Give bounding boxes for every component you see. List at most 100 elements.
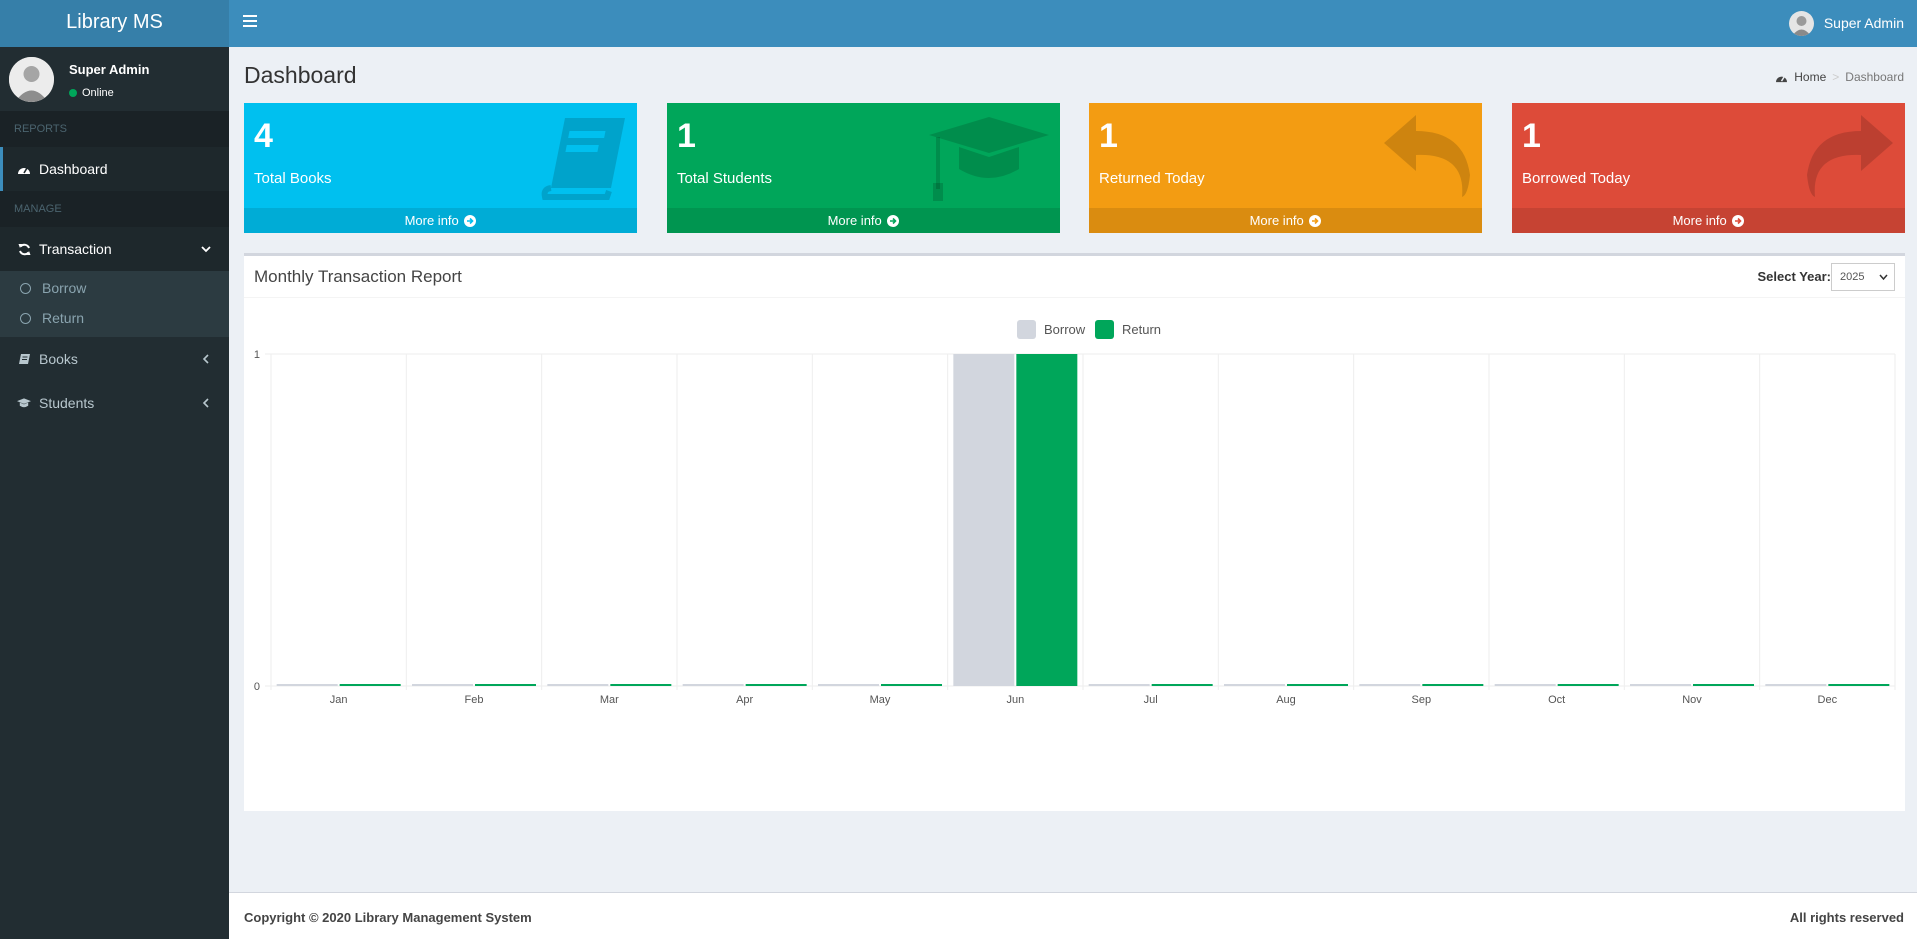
bar-return-jan	[339, 684, 401, 686]
bar-return-oct	[1557, 684, 1619, 686]
stat-value: 1	[1522, 117, 1541, 155]
dashboard-icon	[1776, 75, 1788, 82]
bar-borrow-dec	[1765, 684, 1827, 686]
bar-borrow-jun	[953, 354, 1015, 686]
transaction-chart: Borrow Return 0 1 Jan Feb Mar Apr May Jun Jul Aug Se…	[254, 320, 1896, 706]
bar-return-mar	[610, 684, 672, 686]
x-tick-label: Sep	[1412, 694, 1432, 706]
sidebar-item-books[interactable]: Books	[0, 337, 229, 381]
chevron-down-icon	[1879, 274, 1888, 281]
page-title: Dashboard	[244, 62, 357, 88]
more-info-link[interactable]: More info	[1089, 208, 1482, 233]
x-tick-label: Jul	[1144, 694, 1158, 706]
breadcrumb: Home > Dashboard	[1775, 70, 1904, 84]
stat-box-borrowed-today: 1 Borrowed Today More info	[1512, 103, 1905, 233]
x-tick-label: Nov	[1682, 694, 1702, 706]
sidebar-user-name: Super Admin	[69, 62, 150, 77]
stat-box-total-books: 4 Total Books More info	[244, 103, 637, 233]
refresh-icon	[17, 242, 31, 256]
reply-icon	[1384, 115, 1470, 197]
section-header-manage: MANAGE	[0, 191, 229, 227]
more-info-link[interactable]: More info	[1512, 208, 1905, 233]
transaction-submenu: Borrow Return	[0, 271, 229, 337]
x-tick-label: Apr	[736, 694, 753, 706]
bar-borrow-sep	[1359, 684, 1421, 686]
year-select[interactable]: 2025	[1831, 263, 1895, 291]
bar-return-jun	[1016, 354, 1078, 686]
bar-return-may	[881, 684, 942, 686]
sidebar-subitem-label: Borrow	[42, 280, 87, 296]
user-avatar-small	[1788, 10, 1814, 36]
stat-value: 1	[1099, 117, 1118, 155]
circle-icon	[20, 282, 31, 294]
x-tick-label: Jun	[1006, 694, 1024, 706]
stat-box-returned-today: 1 Returned Today More info	[1089, 103, 1482, 233]
arrow-circle-right-icon	[1732, 215, 1745, 227]
page-footer: Copyright © 2020 Library Management Syst…	[229, 892, 1917, 939]
sidebar-toggle-icon[interactable]	[243, 13, 257, 29]
breadcrumb-current: Dashboard	[1845, 70, 1904, 84]
sidebar: Super Admin Online REPORTS Dashboard MAN…	[0, 47, 229, 939]
bar-return-aug	[1287, 684, 1348, 686]
x-tick-label: Aug	[1276, 694, 1296, 706]
bar-return-dec	[1828, 684, 1890, 686]
sidebar-subitem-return[interactable]: Return	[0, 303, 229, 333]
user-panel: Super Admin Online	[0, 47, 229, 111]
stat-label: Returned Today	[1099, 170, 1205, 187]
app-logo[interactable]: Library MS	[0, 0, 229, 47]
y-tick-label: 0	[254, 681, 260, 693]
user-status-text: Online	[82, 87, 114, 99]
online-dot-icon	[69, 89, 77, 97]
year-select-value: 2025	[1840, 271, 1865, 283]
book-icon	[17, 352, 31, 366]
more-info-link[interactable]: More info	[667, 208, 1060, 233]
x-tick-label: Jan	[330, 694, 348, 706]
sidebar-subitem-label: Return	[42, 310, 85, 326]
sidebar-item-label: Transaction	[39, 241, 112, 257]
breadcrumb-separator: >	[1832, 70, 1840, 84]
stat-label: Total Students	[677, 170, 773, 187]
panel-title: Monthly Transaction Report	[254, 267, 462, 286]
bar-return-apr	[745, 684, 807, 686]
sidebar-item-label: Dashboard	[39, 161, 108, 177]
sidebar-item-students[interactable]: Students	[0, 381, 229, 425]
bar-borrow-apr	[682, 684, 744, 686]
rights-text: All rights reserved	[1789, 910, 1904, 925]
top-navbar: Super Admin	[229, 0, 1917, 47]
bar-return-feb	[475, 684, 536, 686]
arrow-circle-right-icon	[1309, 215, 1322, 227]
breadcrumb-home[interactable]: Home	[1794, 70, 1827, 84]
legend-label: Borrow	[1044, 322, 1086, 337]
user-menu[interactable]: Super Admin	[1788, 10, 1904, 36]
x-tick-label: Dec	[1818, 694, 1838, 706]
x-tick-label: Oct	[1548, 694, 1565, 706]
y-tick-label: 1	[254, 349, 260, 361]
year-label: Select Year:	[1757, 269, 1831, 284]
x-tick-label: Feb	[465, 694, 484, 706]
sidebar-item-dashboard[interactable]: Dashboard	[0, 147, 229, 191]
bar-borrow-nov	[1630, 684, 1691, 686]
legend-swatch	[1017, 320, 1036, 339]
more-info-link[interactable]: More info	[244, 208, 637, 233]
more-info-label: More info	[827, 213, 882, 228]
section-header-reports: REPORTS	[0, 111, 229, 147]
user-status: Online	[69, 87, 114, 99]
bar-borrow-mar	[547, 684, 609, 686]
bar-borrow-oct	[1494, 684, 1556, 686]
panel-header: Monthly Transaction Report Select Year: …	[244, 256, 1905, 298]
dashboard-icon	[17, 162, 31, 176]
graduation-cap-icon	[929, 117, 1049, 201]
sidebar-subitem-borrow[interactable]: Borrow	[0, 273, 229, 303]
stat-box-total-students: 1 Total Students More info	[667, 103, 1060, 233]
graduation-cap-icon	[17, 396, 31, 410]
more-info-label: More info	[1249, 213, 1304, 228]
bar-borrow-may	[818, 684, 879, 686]
legend-swatch	[1095, 320, 1114, 339]
chevron-down-icon	[201, 246, 211, 253]
sidebar-item-label: Books	[39, 351, 78, 367]
sidebar-item-transaction[interactable]: Transaction	[0, 227, 229, 271]
x-tick-label: May	[870, 694, 891, 706]
circle-icon	[20, 312, 31, 324]
bar-borrow-aug	[1224, 684, 1285, 686]
x-tick-label: Mar	[600, 694, 619, 706]
